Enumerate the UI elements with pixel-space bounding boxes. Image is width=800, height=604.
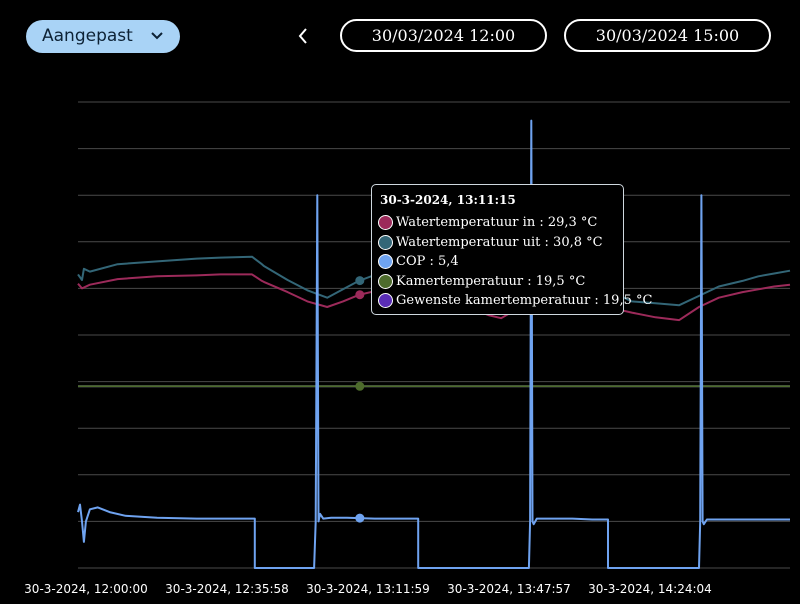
chevron-left-icon	[290, 28, 316, 54]
x-tick-label: 30-3-2024, 13:47:57	[447, 582, 571, 596]
cop-swatch-icon	[378, 254, 393, 269]
tooltip-row-label: COP : 5,4	[396, 254, 459, 269]
target-temp-swatch-icon	[378, 293, 393, 308]
range-preset-label: Aangepast	[42, 26, 133, 46]
hover-point-watertemperatuur-in	[355, 290, 365, 300]
tooltip-row-label: Gewenste kamertemperatuur : 19,5 °C	[396, 293, 653, 308]
water-in-swatch-icon	[378, 215, 393, 230]
x-tick-label: 30-3-2024, 12:00:00	[24, 582, 148, 596]
range-preset-dropdown[interactable]: Aangepast	[26, 20, 180, 53]
toolbar: Aangepast 30/03/2024 12:00 30/03/2024 15…	[0, 0, 800, 70]
tooltip-row-water-in: Watertemperatuur in : 29,3 °C	[378, 213, 617, 233]
water-out-swatch-icon	[378, 234, 393, 250]
series-line-cop	[77, 119, 790, 569]
tooltip-row-target-temp: Gewenste kamertemperatuur : 19,5 °C	[378, 291, 652, 311]
tooltip-row-label: Watertemperatuur uit : 30,8 °C	[396, 234, 603, 250]
hover-point-watertemperatuur-uit	[355, 276, 365, 286]
chart-grid	[78, 101, 790, 569]
previous-period-button[interactable]	[290, 22, 316, 50]
tooltip-row-cop: COP : 5,4	[378, 252, 617, 272]
hover-markers	[355, 276, 365, 523]
tooltip-row-label: Watertemperatuur in : 29,3 °C	[396, 215, 598, 230]
x-axis-ticks: 30-3-2024, 12:00:00 30-3-2024, 12:35:58 30…	[24, 582, 712, 596]
end-datetime-button[interactable]: 30/03/2024 15:00	[564, 19, 771, 52]
hover-point-cop	[355, 513, 365, 523]
x-tick-label: 30-3-2024, 12:35:58	[165, 582, 289, 596]
chevron-down-icon	[150, 20, 164, 64]
tooltip-title: 30-3-2024, 13:11:15	[380, 193, 516, 207]
x-tick-label: 30-3-2024, 14:24:04	[588, 582, 712, 596]
chart-tooltip: 30-3-2024, 13:11:15 Watertemperatuur in …	[371, 184, 652, 315]
tooltip-row-water-out: Watertemperatuur uit : 30,8 °C	[378, 233, 617, 253]
x-tick-label: 30-3-2024, 13:11:59	[306, 582, 430, 596]
tooltip-row-label: Kamertemperatuur : 19,5 °C	[396, 273, 586, 289]
hover-point-kamertemperatuur	[355, 381, 365, 391]
start-datetime-button[interactable]: 30/03/2024 12:00	[340, 19, 547, 52]
room-temp-swatch-icon	[378, 273, 393, 289]
tooltip-row-room-temp: Kamertemperatuur : 19,5 °C	[378, 272, 617, 292]
